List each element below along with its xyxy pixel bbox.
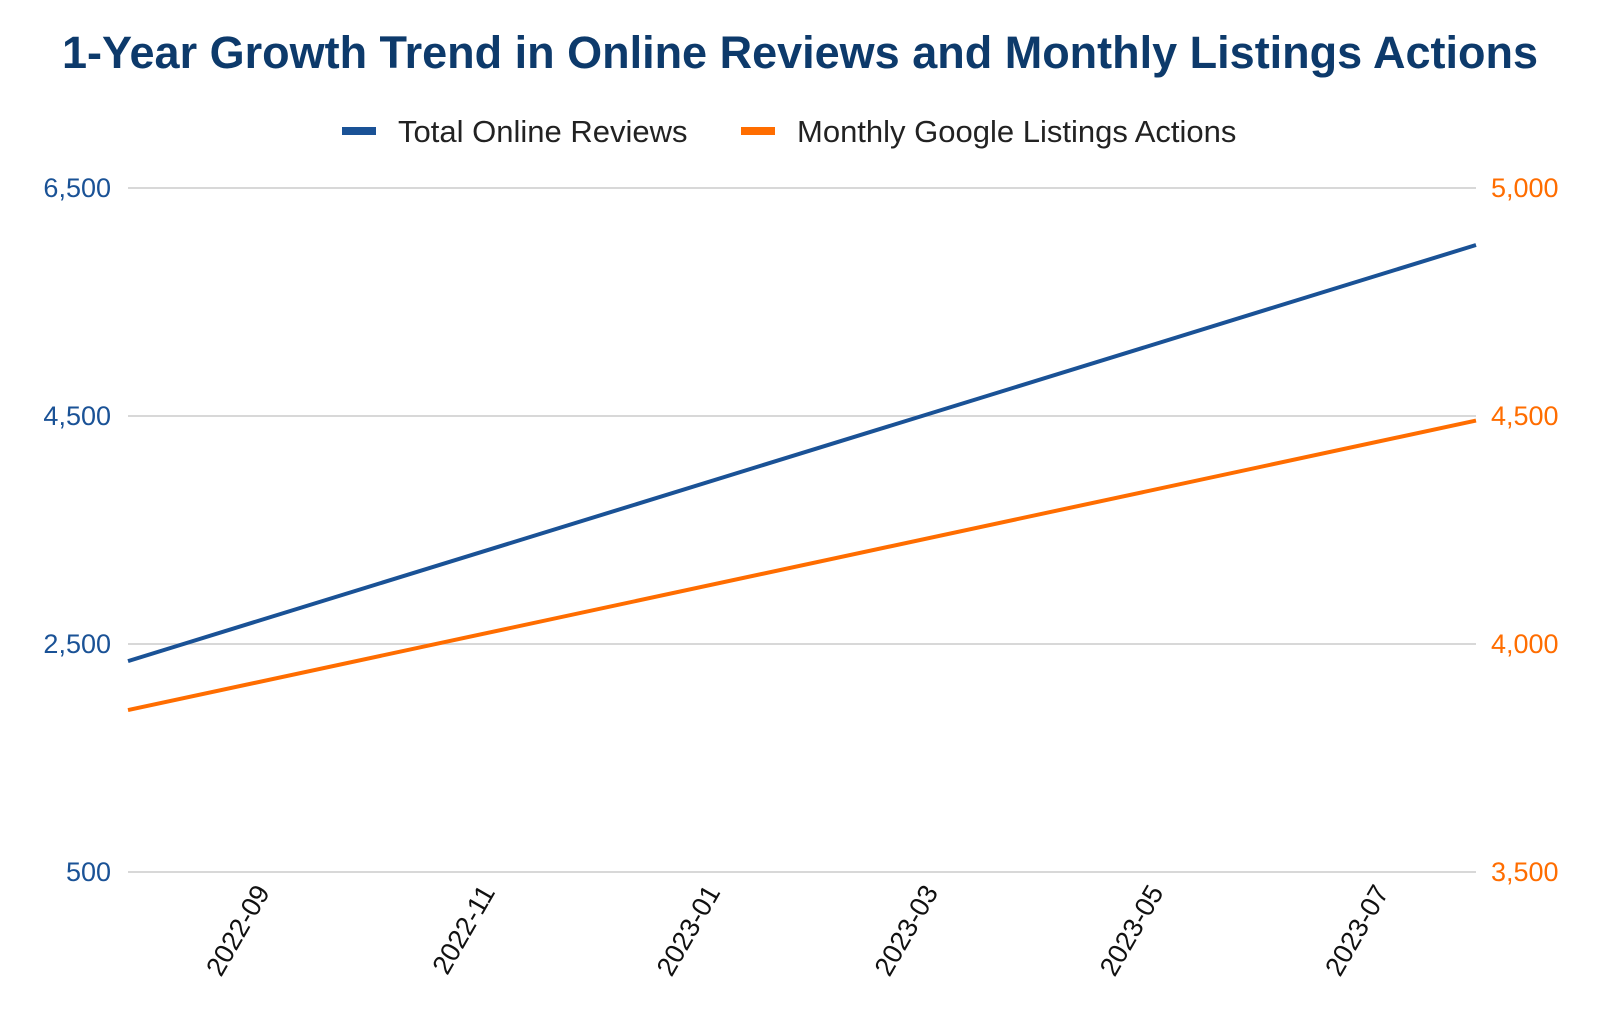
left-y-tick-label: 500 (66, 857, 111, 887)
right-y-tick-label: 4,000 (1491, 629, 1559, 659)
x-tick-label: 2022-09 (200, 880, 276, 981)
series-line-total-reviews[interactable] (127, 243, 1477, 664)
legend-item-listings-actions[interactable]: Monthly Google Listings Actions (741, 114, 1236, 149)
left-y-tick-label: 6,500 (43, 173, 111, 203)
left-y-axis: 500 2,500 4,500 6,500 (43, 173, 111, 887)
x-axis: 2022-09 2022-11 2023-01 2023-03 2023-05 2023-… (200, 880, 1395, 981)
legend-item-total-reviews[interactable]: Total Online Reviews (342, 114, 687, 149)
left-y-tick-label: 2,500 (43, 629, 111, 659)
right-y-axis: 3,500 4,000 4,500 5,000 (1491, 173, 1559, 887)
series-line-listings-actions[interactable] (127, 418, 1477, 713)
legend-label-total-reviews: Total Online Reviews (398, 114, 687, 149)
right-y-tick-label: 4,500 (1491, 401, 1559, 431)
x-tick-label: 2023-05 (1094, 880, 1170, 981)
right-y-tick-label: 5,000 (1491, 173, 1559, 203)
legend-swatch-total-reviews (342, 127, 376, 135)
x-tick-label: 2023-01 (651, 880, 727, 981)
x-tick-label: 2023-07 (1319, 880, 1395, 981)
x-tick-label: 2022-11 (426, 880, 501, 979)
x-tick-label: 2023-03 (869, 880, 945, 981)
legend-swatch-listings-actions (741, 127, 775, 135)
legend-label-listings-actions: Monthly Google Listings Actions (797, 114, 1236, 149)
gridlines (128, 187, 1476, 873)
right-y-tick-label: 3,500 (1491, 857, 1559, 887)
series-lines (127, 243, 1477, 713)
left-y-tick-label: 4,500 (43, 401, 111, 431)
chart-title: 1-Year Growth Trend in Online Reviews an… (62, 27, 1538, 78)
legend: Total Online Reviews Monthly Google List… (342, 114, 1236, 149)
